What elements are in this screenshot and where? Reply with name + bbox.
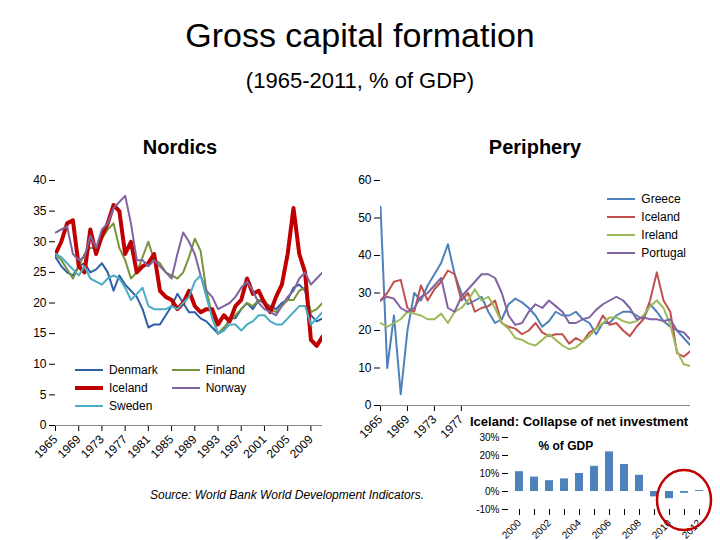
- svg-text:1989: 1989: [171, 432, 200, 461]
- html-text:(1965-2011, % of GDP): (1965-2011, % of GDP): [245, 68, 475, 93]
- svg-text:1973: 1973: [78, 432, 107, 461]
- svg-text:2006: 2006: [590, 517, 614, 540]
- svg-text:30: 30: [33, 235, 47, 249]
- svg-text:1981: 1981: [124, 432, 153, 461]
- svg-text:20: 20: [358, 323, 372, 337]
- svg-text:0: 0: [365, 398, 372, 412]
- svg-text:0%: 0%: [485, 486, 500, 497]
- html-text:Iceland: Collapse of net inves: Iceland: Collapse of net investment: [470, 414, 689, 429]
- svg-text:25: 25: [33, 265, 47, 279]
- html-text:Gross capital formation: Gross capital formation: [185, 16, 535, 54]
- svg-text:2002: 2002: [530, 517, 554, 540]
- svg-text:1969: 1969: [384, 412, 413, 441]
- html-text:Source: World Bank World Devel: Source: World Bank World Development Ind…: [150, 488, 425, 502]
- svg-text:1977: 1977: [101, 432, 130, 461]
- svg-text:35: 35: [33, 204, 47, 218]
- svg-text:% of GDP: % of GDP: [539, 439, 594, 453]
- svg-text:10%: 10%: [479, 468, 499, 479]
- svg-text:40: 40: [358, 248, 372, 262]
- svg-text:50: 50: [358, 211, 372, 225]
- svg-text:2009: 2009: [287, 432, 316, 461]
- svg-text:2008: 2008: [620, 517, 644, 540]
- html-text:Ireland: Ireland: [641, 228, 678, 242]
- svg-text:20: 20: [33, 296, 47, 310]
- svg-text:20%: 20%: [479, 450, 499, 461]
- svg-text:15: 15: [33, 326, 47, 340]
- svg-text:1993: 1993: [194, 432, 223, 461]
- svg-text:1965: 1965: [357, 412, 386, 441]
- html-text:Norway: Norway: [205, 381, 247, 395]
- html-text:Sweden: Sweden: [109, 399, 153, 413]
- svg-text:0: 0: [40, 418, 47, 432]
- svg-text:2010: 2010: [650, 517, 674, 540]
- html-text:Iceland: Iceland: [109, 381, 148, 395]
- html-text:Greece: Greece: [641, 192, 681, 206]
- svg-text:1969: 1969: [55, 432, 84, 461]
- svg-text:5: 5: [40, 388, 47, 402]
- html-text:Iceland: Iceland: [641, 210, 680, 224]
- svg-text:30%: 30%: [479, 432, 499, 443]
- html-text:Periphery: Periphery: [488, 136, 582, 158]
- svg-text:30: 30: [358, 286, 372, 300]
- html-text:Portugal: Portugal: [641, 246, 686, 260]
- svg-text:60: 60: [358, 173, 372, 187]
- svg-text:1977: 1977: [437, 412, 466, 441]
- svg-text:1965: 1965: [32, 432, 61, 461]
- svg-text:2000: 2000: [500, 517, 524, 540]
- svg-text:2004: 2004: [560, 517, 584, 540]
- svg-text:1973: 1973: [410, 412, 439, 441]
- html-text:Denmark: Denmark: [109, 363, 158, 377]
- svg-text:10: 10: [33, 357, 47, 371]
- html-text:Finland: Finland: [205, 363, 245, 377]
- svg-text:10: 10: [358, 361, 372, 375]
- svg-text:1997: 1997: [217, 432, 246, 461]
- svg-text:-10%: -10%: [476, 504, 499, 515]
- svg-text:1985: 1985: [148, 432, 177, 461]
- svg-text:40: 40: [33, 173, 47, 187]
- html-text:Nordics: Nordics: [142, 136, 218, 158]
- svg-text:2001: 2001: [241, 432, 270, 461]
- svg-text:2005: 2005: [264, 432, 293, 461]
